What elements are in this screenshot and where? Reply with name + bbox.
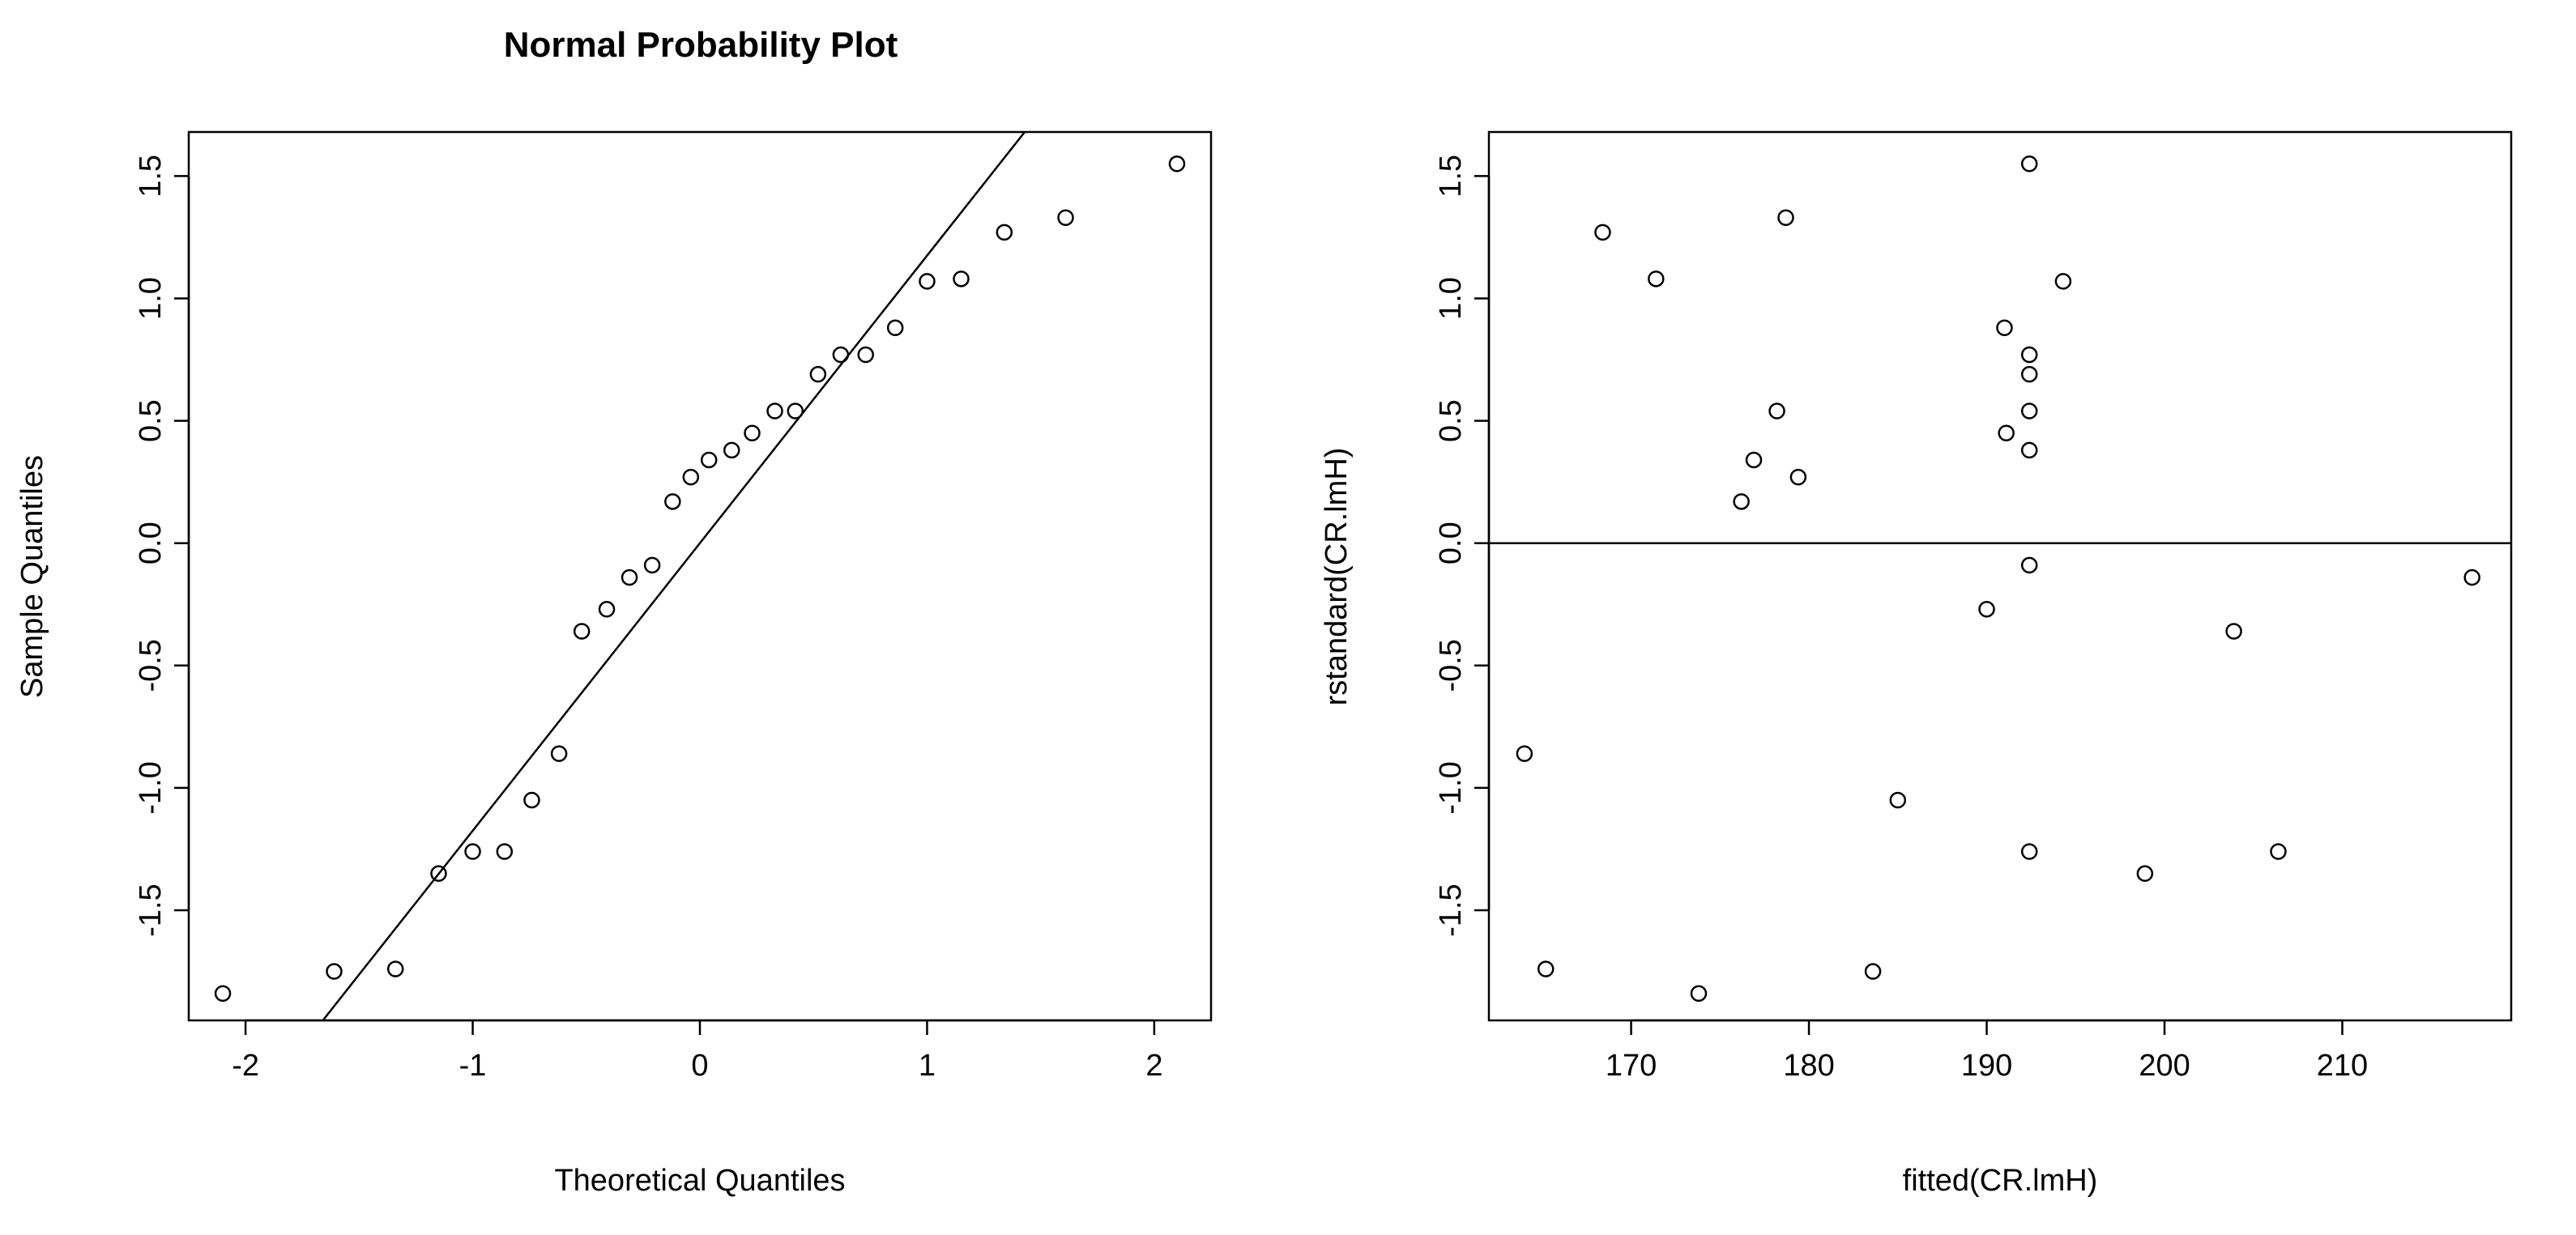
qq-data-point: [809, 365, 827, 383]
resid-data-point: [1996, 319, 2013, 337]
resid-y-tick-label: -1.5: [1434, 884, 1468, 936]
qq-data-point: [326, 963, 343, 980]
qq-data-point: [787, 402, 804, 419]
resid-data-point: [1978, 601, 1995, 618]
residual-y-axis-label: rstandard(CR.lmH): [1320, 448, 1354, 706]
qq-x-tick-label: -2: [232, 1049, 259, 1083]
resid-data-point: [1537, 960, 1555, 977]
resid-data-point: [1745, 451, 1763, 469]
qq-x-axis-label: Theoretical Quantiles: [554, 1164, 845, 1198]
qq-y-tick-label: 0.5: [134, 399, 168, 442]
qq-data-point: [723, 441, 740, 459]
chart-title: Normal Probability Plot: [504, 25, 898, 65]
resid-data-point: [1864, 963, 1882, 980]
resid-data-point: [1777, 209, 1794, 227]
resid-data-point: [1733, 493, 1750, 510]
qq-x-tick-label: 0: [691, 1049, 708, 1083]
resid-data-point: [1789, 468, 1807, 486]
resid-data-point: [1594, 224, 1611, 241]
qq-plot-frame: [187, 130, 1213, 1022]
qq-reference-line: [322, 131, 1026, 1021]
resid-x-tick-label: 190: [1961, 1049, 2012, 1083]
resid-data-point: [2463, 569, 2480, 586]
resid-data-point: [1889, 791, 1907, 809]
qq-data-point: [214, 985, 232, 1003]
qq-points: [214, 155, 1186, 1003]
resid-data-point: [2020, 155, 2038, 172]
qq-data-point: [744, 424, 761, 441]
residual-plot-panel: 170 180 190 200 210 -1.5 -1.0 -0.5 0.0 0.5 1.0 1.5…: [1320, 130, 2513, 1198]
qq-data-point: [919, 273, 936, 290]
qq-x-tick-label: -1: [459, 1049, 487, 1083]
residual-x-axis-label: fitted(CR.lmH): [1903, 1164, 2098, 1198]
qq-data-point: [766, 402, 783, 419]
resid-data-point: [2020, 346, 2038, 364]
resid-data-point: [1648, 270, 1665, 287]
residual-y-axis: -1.5 -1.0 -0.5 0.0 0.5 1.0 1.5: [1434, 155, 1491, 937]
resid-data-point: [2136, 865, 2154, 882]
qq-data-point: [886, 319, 904, 337]
qq-data-point: [573, 623, 591, 640]
resid-x-tick-label: 200: [2139, 1049, 2190, 1083]
resid-data-point: [2020, 843, 2038, 860]
resid-data-point: [1998, 424, 2015, 441]
qq-plot-panel: Normal Probability Plot -2 -1 0 1 2 -1.5 -1.0…: [15, 25, 1213, 1198]
qq-data-point: [643, 556, 661, 574]
resid-y-tick-label: -1.0: [1434, 761, 1468, 814]
qq-y-axis: -1.5 -1.0 -0.5 0.0 0.5 1.0 1.5: [134, 155, 190, 937]
qq-data-point: [996, 224, 1013, 241]
qq-data-point: [550, 745, 568, 762]
qq-data-point: [386, 960, 404, 977]
qq-y-axis-label: Sample Quantiles: [15, 455, 49, 698]
residual-plot-frame: [1487, 130, 2513, 1022]
qq-x-axis: -2 -1 0 1 2: [232, 1019, 1162, 1083]
resid-y-tick-label: 1.0: [1434, 277, 1468, 320]
qq-x-tick-label: 1: [919, 1049, 936, 1083]
qq-data-point: [1168, 155, 1186, 172]
qq-data-point: [621, 569, 638, 586]
qq-data-point: [953, 270, 970, 287]
qq-y-tick-label: 1.5: [134, 155, 168, 198]
qq-reference-line-group: [322, 131, 1026, 1021]
qq-data-point: [664, 493, 681, 510]
residual-points: [1516, 155, 2480, 1003]
resid-data-point: [2020, 556, 2038, 574]
resid-data-point: [2020, 402, 2038, 419]
qq-y-tick-label: -0.5: [134, 639, 168, 692]
qq-data-point: [832, 346, 850, 364]
qq-x-tick-label: 2: [1145, 1049, 1162, 1083]
qq-data-point: [523, 791, 540, 809]
qq-y-tick-label: -1.0: [134, 761, 168, 814]
qq-y-tick-label: -1.5: [134, 884, 168, 936]
resid-x-tick-label: 180: [1783, 1049, 1834, 1083]
resid-y-tick-label: 1.5: [1434, 155, 1468, 198]
resid-data-point: [1690, 985, 1708, 1003]
qq-data-point: [857, 346, 874, 364]
resid-y-tick-label: 0.0: [1434, 522, 1468, 564]
qq-data-point: [464, 843, 481, 860]
qq-data-point: [682, 468, 700, 486]
qq-data-point: [598, 601, 616, 618]
qq-data-point: [430, 865, 447, 882]
resid-data-point: [2225, 623, 2242, 640]
resid-data-point: [2270, 843, 2287, 860]
resid-data-point: [2054, 273, 2072, 290]
resid-x-tick-label: 170: [1606, 1049, 1657, 1083]
qq-data-point: [700, 451, 718, 469]
resid-data-point: [2020, 441, 2038, 459]
resid-data-point: [2020, 365, 2038, 383]
qq-y-tick-label: 0.0: [134, 522, 168, 564]
qq-data-point: [1057, 209, 1074, 227]
qq-data-point: [496, 843, 514, 860]
resid-y-tick-label: 0.5: [1434, 399, 1468, 442]
resid-data-point: [1768, 402, 1785, 419]
resid-data-point: [1516, 745, 1533, 762]
resid-x-tick-label: 210: [2317, 1049, 2368, 1083]
resid-y-tick-label: -0.5: [1434, 639, 1468, 692]
qq-y-tick-label: 1.0: [134, 277, 168, 320]
residual-x-axis: 170 180 190 200 210: [1606, 1019, 2368, 1083]
